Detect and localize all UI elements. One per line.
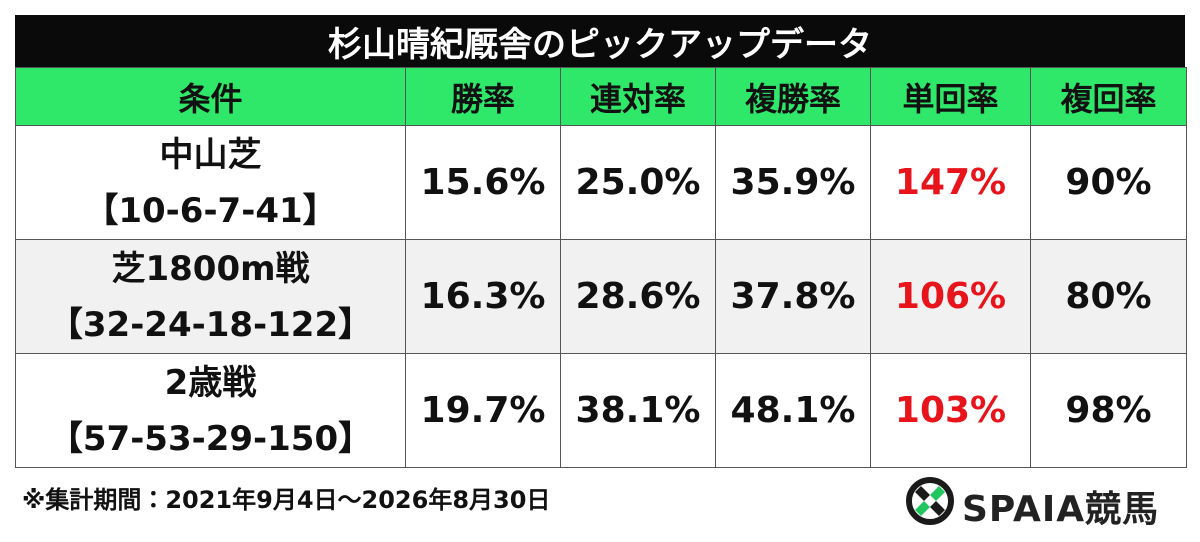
header-cell: 勝率 bbox=[405, 67, 561, 126]
header-cell: 単回率 bbox=[870, 67, 1031, 126]
condition: 中山芝 bbox=[159, 134, 262, 175]
value-cell: 28.6% bbox=[560, 239, 716, 354]
condition: 2歳戦 bbox=[164, 362, 257, 403]
table-row: 芝1800m戦 【32-24-18-122】 16.3% 28.6% 37.8% 106%… bbox=[15, 239, 1187, 354]
logo-text: SPAIA競馬 bbox=[962, 489, 1160, 530]
value-cell: 38.1% bbox=[560, 353, 716, 468]
value-cell: 15.6% bbox=[405, 125, 561, 240]
record: 【32-24-18-122】 bbox=[48, 304, 373, 345]
header-cell: 条件 bbox=[15, 67, 406, 126]
header-cell: 連対率 bbox=[560, 67, 716, 126]
value-cell: 103% bbox=[870, 353, 1031, 468]
value-cell: 25.0% bbox=[560, 125, 716, 240]
condition-cell: 中山芝【10-6-7-41】 bbox=[15, 125, 406, 240]
title: 杉山晴紀厩舎のピックアップデータ bbox=[15, 15, 1185, 67]
value-cell: 98% bbox=[1030, 353, 1187, 468]
condition-cell: 2歳戦【57-53-29-150】 bbox=[15, 353, 406, 468]
condition-cell: 芝1800m戦【32-24-18-122】 bbox=[15, 239, 406, 354]
data-table: 条件 勝率 連対率 複勝率 単回率 複回率 中山芝 【10-6-7-41】 15.6… bbox=[15, 67, 1187, 468]
value-cell: 48.1% bbox=[715, 353, 871, 468]
header-cell: 複勝率 bbox=[715, 67, 871, 126]
record: 【10-6-7-41】 bbox=[84, 190, 337, 231]
header-row: 条件 勝率 連対率 複勝率 単回率 複回率 bbox=[15, 67, 1187, 126]
condition: 芝1800m戦 bbox=[111, 248, 310, 289]
value-cell: 37.8% bbox=[715, 239, 871, 354]
value-cell: 106% bbox=[870, 239, 1031, 354]
value-cell: 147% bbox=[870, 125, 1031, 240]
record: 【57-53-29-150】 bbox=[48, 418, 373, 459]
value-cell: 35.9% bbox=[715, 125, 871, 240]
logo-icon bbox=[906, 477, 954, 525]
table-row: 2歳戦 【57-53-29-150】 19.7% 38.1% 48.1% 103% 98% bbox=[15, 353, 1187, 468]
value-cell: 90% bbox=[1030, 125, 1187, 240]
header-cell: 複回率 bbox=[1030, 67, 1187, 126]
value-cell: 19.7% bbox=[405, 353, 561, 468]
value-cell: 16.3% bbox=[405, 239, 561, 354]
value-cell: 80% bbox=[1030, 239, 1187, 354]
footnote: ※集計期間：2021年9月4日～2026年8月30日 bbox=[22, 486, 551, 514]
table-row: 中山芝 【10-6-7-41】 15.6% 25.0% 35.9% 147% 90% bbox=[15, 125, 1187, 240]
